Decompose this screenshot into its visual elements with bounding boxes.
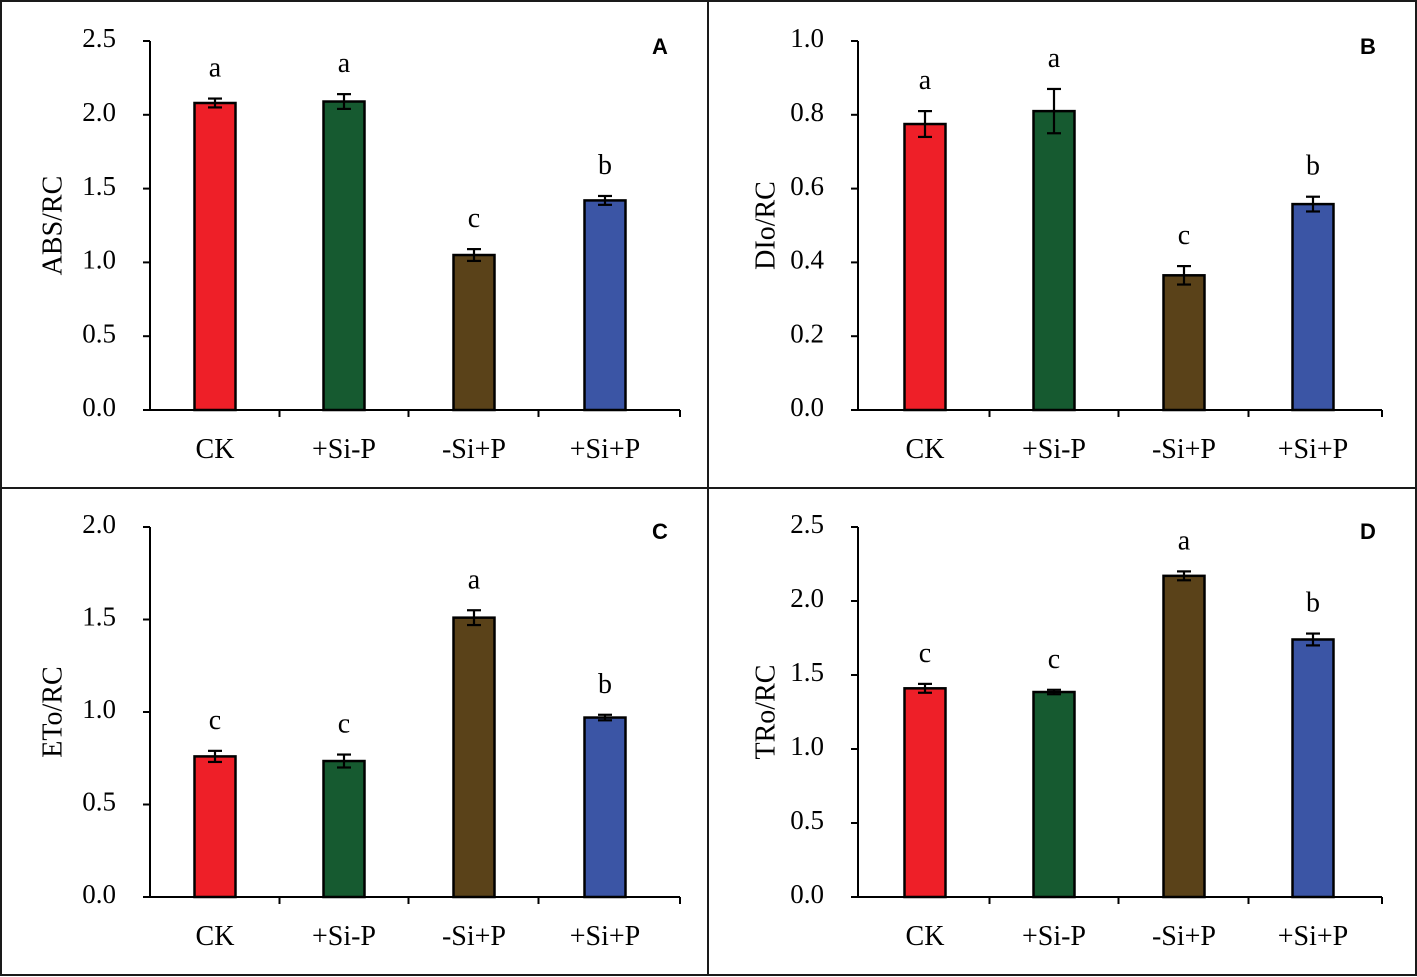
panel-letter: D — [1360, 519, 1376, 544]
category-label: +Si-P — [1022, 434, 1086, 465]
significance-label: c — [338, 709, 350, 740]
bar-plusminus-Siminus-P — [322, 759, 366, 899]
y-tick-label: 1.5 — [790, 657, 824, 687]
significance-label: a — [1178, 525, 1191, 556]
significance-label: c — [1048, 644, 1060, 675]
y-tick-label: 0.2 — [790, 318, 824, 348]
y-tick-label: 0.4 — [790, 245, 824, 275]
category-label: -Si+P — [1152, 921, 1216, 952]
y-tick-label: 2.0 — [790, 583, 824, 613]
y-axis-title: TRo/RC — [750, 665, 781, 760]
bar-plusminus-Siplusminus-P — [1291, 202, 1335, 412]
category-label: CK — [906, 434, 945, 465]
significance-label: a — [209, 53, 222, 84]
significance-label: b — [1306, 588, 1320, 619]
y-tick-label: 0.0 — [82, 879, 116, 909]
category-label: +Si+P — [1278, 921, 1349, 952]
y-tick-label: 0.0 — [790, 879, 824, 909]
significance-label: b — [598, 150, 612, 181]
category-label: CK — [196, 434, 235, 465]
y-tick-label: 0.6 — [790, 171, 824, 201]
panel-letter: B — [1360, 34, 1376, 59]
y-tick-label: 2.5 — [82, 23, 116, 53]
y-tick-label: 1.0 — [790, 23, 824, 53]
y-tick-label: 2.0 — [82, 509, 116, 539]
y-tick-label: 2.5 — [790, 509, 824, 539]
significance-label: b — [598, 669, 612, 700]
y-tick-label: 1.0 — [82, 245, 116, 275]
y-axis-title: ETo/RC — [37, 666, 68, 757]
y-tick-label: 2.0 — [82, 97, 116, 127]
category-label: +Si-P — [312, 434, 376, 465]
significance-label: b — [1306, 151, 1320, 182]
category-label: -Si+P — [1152, 434, 1216, 465]
category-label: +Si-P — [312, 921, 376, 952]
bar-minus-Siplusminus-P — [452, 253, 496, 412]
category-label: +Si-P — [1022, 921, 1086, 952]
y-axis-title: DIo/RC — [750, 181, 781, 270]
panel-d: D 0.0 0.5 1.0 1.5 2.0 2.5 TRo/RC c CK c +Si-P a -Si+P… — [707, 487, 1417, 976]
significance-label: a — [919, 65, 932, 96]
significance-label: c — [468, 203, 480, 234]
bar-minus-Siplusminus-P — [1162, 274, 1206, 412]
category-label: CK — [196, 921, 235, 952]
panel-letter: C — [652, 519, 668, 544]
panel-letter: A — [652, 34, 668, 59]
y-tick-label: 1.0 — [790, 731, 824, 761]
y-tick-label: 0.0 — [82, 392, 116, 422]
category-label: +Si+P — [1278, 434, 1349, 465]
bar-plusminus-Siminus-P — [1032, 109, 1076, 412]
panel-a: A 0.0 0.5 1.0 1.5 2.0 2.5 ABS/RC a CK a +Si-P c -Si+P… — [0, 0, 709, 489]
category-label: +Si+P — [570, 434, 641, 465]
bar-minus-Siplusminus-P — [1162, 574, 1206, 899]
bar-minus-Siplusminus-P — [452, 616, 496, 899]
category-label: CK — [906, 921, 945, 952]
bar-plusminus-Siplusminus-P — [583, 199, 627, 412]
category-label: -Si+P — [442, 921, 506, 952]
y-tick-label: 0.5 — [790, 805, 824, 835]
bar-plusminus-Siminus-P — [1032, 690, 1076, 899]
y-tick-label: 0.8 — [790, 97, 824, 127]
y-tick-label: 0.5 — [82, 318, 116, 348]
significance-label: c — [919, 638, 931, 669]
significance-label: a — [1048, 43, 1061, 74]
panel-frame — [707, 487, 1417, 976]
y-tick-label: 0.0 — [790, 392, 824, 422]
bar-plusminus-Siminus-P — [322, 100, 366, 412]
y-tick-label: 1.0 — [82, 694, 116, 724]
significance-label: a — [338, 48, 351, 79]
y-tick-label: 0.5 — [82, 787, 116, 817]
significance-label: c — [1178, 220, 1190, 251]
significance-label: c — [209, 705, 221, 736]
bar-plusminus-Siplusminus-P — [1291, 638, 1335, 899]
bar-CK — [903, 687, 947, 899]
category-label: -Si+P — [442, 434, 506, 465]
y-tick-label: 1.5 — [82, 171, 116, 201]
bar-plusminus-Siplusminus-P — [583, 716, 627, 899]
bar-CK — [193, 755, 237, 899]
y-axis-title: ABS/RC — [37, 176, 68, 276]
significance-label: a — [468, 564, 481, 595]
panel-c: C 0.0 0.5 1.0 1.5 2.0 ETo/RC c CK c +Si-P a -Si+P b +S… — [0, 487, 709, 976]
panel-b: B 0.0 0.2 0.4 0.6 0.8 1.0 DIo/RC a CK a +Si-P c -Si+P… — [707, 0, 1417, 489]
bar-CK — [903, 122, 947, 412]
bar-CK — [193, 101, 237, 412]
category-label: +Si+P — [570, 921, 641, 952]
y-tick-label: 1.5 — [82, 602, 116, 632]
